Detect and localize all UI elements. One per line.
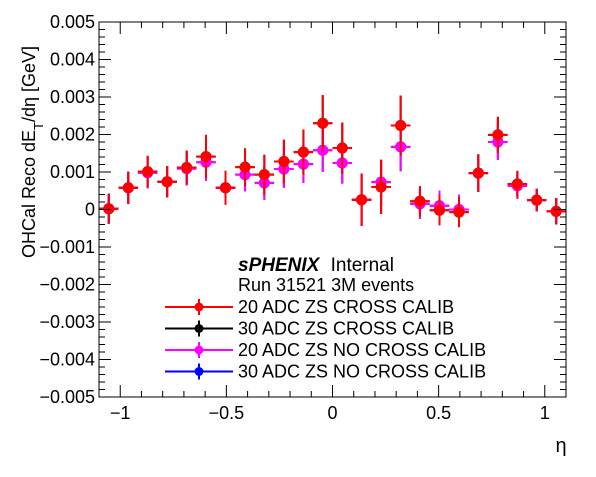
annotation-line2: Run 31521 3M events	[238, 275, 414, 295]
data-point	[531, 194, 543, 206]
x-tick-label: −1	[110, 403, 131, 423]
legend-entry: 20 ADC ZS NO CROSS CALIB	[165, 340, 486, 360]
data-point	[492, 129, 504, 141]
x-tick-label: 0.5	[426, 403, 451, 423]
annotation-rest: Internal	[331, 255, 394, 276]
data-point	[200, 151, 212, 163]
legend-label: 30 ADC ZS NO CROSS CALIB	[238, 362, 486, 382]
data-point	[453, 206, 465, 218]
y-tick-label: 0.003	[50, 87, 95, 107]
y-tick-label: −0.002	[39, 275, 95, 295]
x-tick-label: 0	[327, 403, 337, 423]
annotation-bold: sPHENIX	[238, 255, 321, 276]
data-point	[433, 204, 445, 216]
y-tick-label: 0.005	[50, 12, 95, 32]
y-tick-label: 0.002	[50, 125, 95, 145]
data-point	[317, 117, 329, 129]
data-point	[511, 178, 523, 190]
y-tick-label: −0.001	[39, 237, 95, 257]
legend-marker	[194, 302, 204, 312]
axis-ticks	[98, 21, 567, 398]
x-axis-label: η	[555, 435, 566, 457]
data-markers	[99, 95, 566, 228]
svg-text:sPHENIX Internal: sPHENIX Internal	[238, 255, 394, 276]
y-tick-label: −0.003	[39, 312, 95, 332]
legend-marker	[194, 324, 204, 333]
data-point	[472, 167, 484, 179]
data-point	[550, 205, 562, 217]
legend-entry: 30 ADC ZS CROSS CALIB	[165, 319, 454, 339]
y-tick-label: 0.001	[50, 162, 95, 182]
axis-tick-labels: −0.005 −0.004 −0.003 −0.002 −0.001 0 0.001 0.00…	[39, 12, 549, 423]
legend-label: 30 ADC ZS CROSS CALIB	[238, 319, 454, 339]
data-point	[336, 142, 348, 154]
data-point	[220, 182, 232, 194]
y-tick-label: −0.005	[39, 387, 95, 407]
data-point	[161, 176, 173, 188]
legend-marker	[194, 345, 204, 355]
data-point	[181, 162, 193, 173]
data-point	[395, 120, 407, 131]
data-point	[142, 166, 154, 178]
legend-label: 20 ADC ZS NO CROSS CALIB	[238, 340, 486, 360]
y-tick-label: −0.004	[39, 350, 95, 370]
x-tick-label: −0.5	[209, 403, 245, 423]
data-point	[375, 181, 387, 193]
data-point	[103, 203, 115, 215]
y-tick-label: 0.004	[50, 50, 95, 70]
data-point	[356, 194, 368, 206]
x-tick-label: 1	[540, 403, 550, 423]
y-label-part: /dη [GeV]	[19, 46, 39, 122]
legend-label: 20 ADC ZS CROSS CALIB	[238, 297, 454, 317]
data-point	[297, 146, 309, 158]
series-30-adc-zs-cross-calib	[99, 95, 566, 228]
data-point	[278, 156, 290, 167]
data-point	[258, 169, 270, 181]
data-point	[239, 161, 251, 173]
y-tick-label: 0	[85, 200, 95, 220]
annotation: sPHENIX Internal Run 31521 3M events	[238, 255, 414, 295]
legend-marker	[194, 367, 204, 376]
legend-entry: 20 ADC ZS CROSS CALIB	[165, 297, 454, 317]
series-20-adc-zs-cross-calib	[99, 95, 566, 228]
data-point	[122, 182, 134, 194]
y-label-part: OHCal Reco dE	[19, 130, 39, 258]
legend-entry: 30 ADC ZS NO CROSS CALIB	[165, 362, 486, 382]
y-label-subscript: T	[31, 122, 46, 130]
y-axis-label: OHCal Reco dET/dη [GeV]	[19, 46, 46, 258]
data-point	[414, 195, 426, 207]
